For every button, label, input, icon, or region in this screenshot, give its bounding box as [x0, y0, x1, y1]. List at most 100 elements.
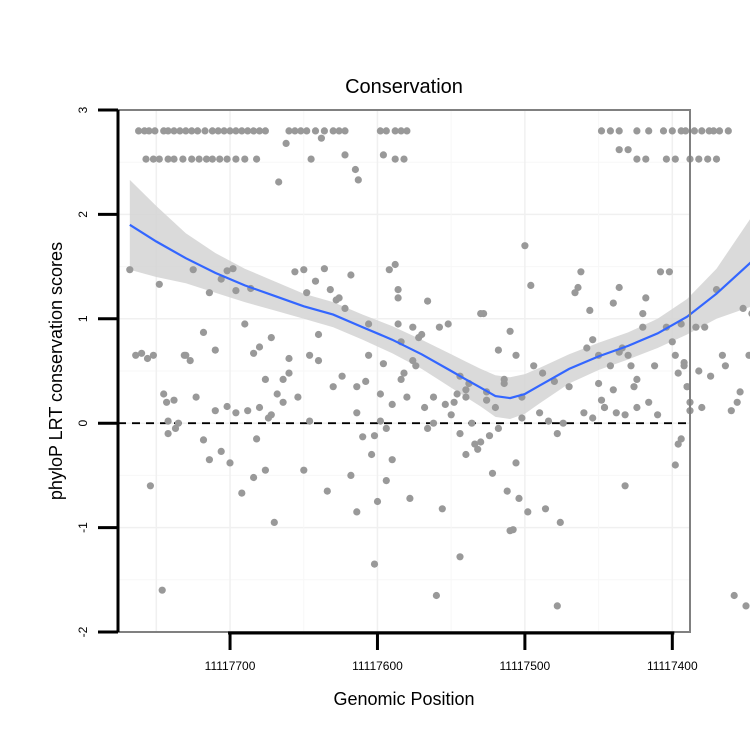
- data-point: [659, 127, 668, 135]
- data-point: [651, 362, 659, 370]
- data-point: [205, 289, 213, 297]
- data-point: [477, 438, 485, 446]
- data-point: [306, 417, 314, 425]
- data-point: [297, 127, 305, 135]
- data-point: [600, 403, 609, 412]
- y-tick-label: -1: [76, 522, 90, 533]
- y-tick-label: 3: [76, 106, 90, 113]
- data-point: [541, 505, 550, 513]
- data-point: [347, 271, 355, 279]
- data-point: [171, 424, 180, 432]
- data-point: [335, 294, 343, 302]
- data-point: [282, 139, 290, 147]
- data-point: [365, 351, 373, 359]
- data-point: [354, 176, 362, 184]
- data-point: [483, 396, 491, 404]
- y-tick-label: 2: [76, 211, 90, 218]
- data-point: [690, 127, 699, 135]
- data-point: [132, 351, 140, 359]
- data-point: [624, 146, 632, 154]
- data-point: [394, 320, 402, 328]
- data-point: [314, 357, 323, 365]
- data-point: [577, 268, 585, 276]
- data-point: [553, 430, 561, 438]
- y-axis-label: phyloP LRT conservation scores: [46, 242, 66, 500]
- data-point: [447, 411, 455, 419]
- data-point: [285, 354, 293, 363]
- data-point: [194, 127, 202, 135]
- data-point: [311, 127, 320, 135]
- data-point: [589, 414, 597, 422]
- data-point: [668, 127, 676, 135]
- data-point: [338, 372, 346, 380]
- data-point: [341, 151, 349, 159]
- data-point: [359, 433, 367, 441]
- data-point: [223, 155, 231, 163]
- data-point: [317, 134, 325, 142]
- data-point: [718, 351, 727, 359]
- data-point: [238, 127, 246, 135]
- data-point: [515, 494, 523, 502]
- data-point: [311, 277, 320, 285]
- data-point: [351, 165, 359, 174]
- data-point: [553, 602, 561, 610]
- data-point: [176, 127, 184, 135]
- data-point: [624, 351, 632, 359]
- data-point: [450, 398, 458, 406]
- data-point: [261, 375, 269, 383]
- data-point: [506, 527, 514, 535]
- data-point: [379, 360, 387, 368]
- data-point: [155, 280, 163, 288]
- data-point: [550, 377, 559, 385]
- data-point: [232, 409, 240, 417]
- data-point: [189, 266, 197, 274]
- data-point: [574, 283, 582, 292]
- data-point: [300, 266, 308, 274]
- data-point: [201, 127, 209, 135]
- data-point: [665, 268, 674, 276]
- data-point: [438, 505, 446, 513]
- data-point: [565, 383, 573, 391]
- data-point: [739, 304, 747, 312]
- data-point: [170, 127, 178, 135]
- data-point: [715, 127, 724, 135]
- data-point: [202, 155, 211, 163]
- data-point: [285, 369, 293, 377]
- confidence-band: [129, 179, 750, 419]
- data-point: [270, 518, 278, 527]
- data-point: [710, 127, 718, 135]
- data-point: [444, 320, 452, 328]
- data-point: [253, 435, 261, 443]
- data-point: [217, 447, 225, 455]
- data-point: [232, 127, 240, 135]
- data-point: [456, 430, 464, 438]
- data-point: [151, 127, 159, 135]
- data-point: [164, 430, 172, 438]
- data-point: [612, 409, 620, 417]
- data-point: [223, 402, 231, 411]
- x-axis-label: Genomic Position: [333, 689, 474, 709]
- data-point: [633, 403, 641, 412]
- data-point: [524, 508, 532, 516]
- data-point: [382, 477, 390, 485]
- data-point: [250, 349, 258, 357]
- data-point: [323, 487, 331, 495]
- data-point: [421, 403, 429, 412]
- data-point: [633, 127, 641, 135]
- smooth-line: [129, 223, 750, 400]
- data-point: [255, 343, 264, 351]
- data-point: [255, 127, 264, 135]
- data-point: [232, 155, 240, 163]
- data-point: [595, 379, 603, 388]
- data-point: [370, 560, 379, 568]
- data-point: [391, 155, 399, 163]
- data-point: [285, 127, 293, 135]
- data-point: [645, 127, 653, 135]
- data-point: [164, 417, 172, 425]
- data-point: [250, 473, 258, 482]
- data-point: [544, 417, 553, 425]
- data-point: [195, 155, 203, 163]
- data-point: [462, 393, 470, 401]
- data-point: [654, 411, 662, 419]
- data-point: [682, 127, 690, 135]
